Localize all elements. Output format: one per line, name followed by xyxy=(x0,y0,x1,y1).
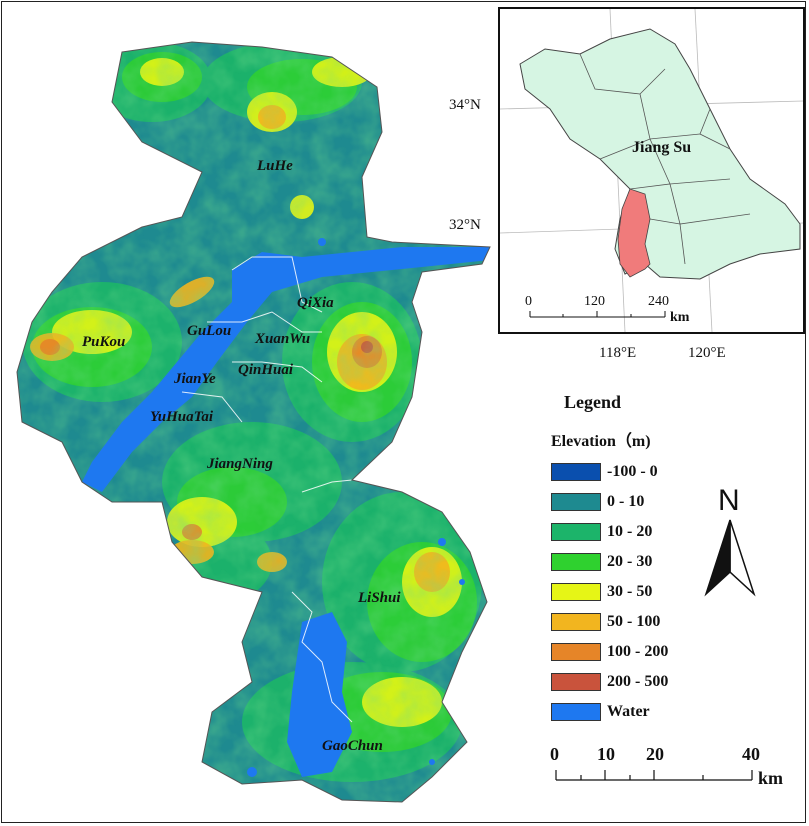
district-label-yuhuatai: YuHuaTai xyxy=(150,409,214,425)
inset-scale-tick-0: 0 xyxy=(525,294,532,309)
legend-swatch xyxy=(551,553,601,571)
legend-label: 10 - 20 xyxy=(607,523,653,540)
lat-label-34: 34°N xyxy=(449,97,481,113)
north-label: N xyxy=(718,484,740,517)
legend: Legend Elevation（m) -100 - 0 0 - 10 10 -… xyxy=(551,392,801,727)
legend-swatch xyxy=(551,613,601,631)
elevation-layers xyxy=(17,42,490,802)
inset-scale-tick-240: 240 xyxy=(648,294,669,309)
legend-item: 100 - 200 xyxy=(551,637,801,667)
province-label: Jiang Su xyxy=(632,139,691,156)
legend-label: 30 - 50 xyxy=(607,583,653,600)
legend-item: 30 - 50 xyxy=(551,577,801,607)
main-scale-bar: 0 10 20 40 km xyxy=(550,744,783,788)
legend-swatch xyxy=(551,643,601,661)
lat-label-32: 32°N xyxy=(449,217,481,233)
legend-item: 20 - 30 xyxy=(551,547,801,577)
district-label-lishui: LiShui xyxy=(357,590,401,606)
district-boundaries xyxy=(181,256,353,723)
district-label-jianye: JianYe xyxy=(173,371,216,387)
legend-label: 100 - 200 xyxy=(607,643,669,660)
legend-label: 0 - 10 xyxy=(607,493,645,510)
lon-label-120: 120°E xyxy=(688,345,726,361)
legend-item: 200 - 500 xyxy=(551,667,801,697)
north-arrow-icon: N xyxy=(704,484,756,597)
legend-swatch xyxy=(551,673,601,691)
legend-item: 50 - 100 xyxy=(551,607,801,637)
district-label-qixia: QiXia xyxy=(297,295,334,311)
legend-swatch xyxy=(551,703,601,721)
legend-subtitle: Elevation（m) xyxy=(551,433,651,450)
legend-item: 10 - 20 xyxy=(551,517,801,547)
scale-tick-0: 0 xyxy=(550,744,559,764)
scale-tick-20: 20 xyxy=(646,744,664,764)
legend-label: -100 - 0 xyxy=(607,463,658,480)
legend-label: 20 - 30 xyxy=(607,553,653,570)
legend-label: Water xyxy=(607,703,650,720)
scale-tick-40: 40 xyxy=(742,744,760,764)
legend-label: 200 - 500 xyxy=(607,673,669,690)
district-label-jiangning: JiangNing xyxy=(206,456,273,472)
scale-tick-10: 10 xyxy=(597,744,615,764)
inset-scale-tick-120: 120 xyxy=(584,294,605,309)
nanjing-elevation-map: LuHe PuKou QiXia GuLou XuanWu JianYe Qin… xyxy=(16,41,491,803)
scale-unit: km xyxy=(758,768,783,788)
legend-item: Water xyxy=(551,697,801,727)
inset-locator-map: Jiang Su 0 120 240 km xyxy=(498,7,805,334)
district-label-qinhuai: QinHuai xyxy=(238,362,294,378)
inset-svg: Jiang Su 0 120 240 km xyxy=(499,8,804,333)
legend-swatch xyxy=(551,493,601,511)
legend-item: -100 - 0 xyxy=(551,457,801,487)
lon-label-118: 118°E xyxy=(599,345,637,361)
legend-item: 0 - 10 xyxy=(551,487,801,517)
district-label-gulou: GuLou xyxy=(187,323,231,339)
inset-scale-unit: km xyxy=(670,310,690,325)
district-label-pukou: PuKou xyxy=(82,334,125,350)
district-label-xuanwu: XuanWu xyxy=(254,331,310,347)
legend-swatch xyxy=(551,463,601,481)
legend-label: 50 - 100 xyxy=(607,613,661,630)
legend-swatch xyxy=(551,583,601,601)
district-label-luhe: LuHe xyxy=(256,158,293,174)
legend-swatch xyxy=(551,523,601,541)
legend-title: Legend xyxy=(564,392,622,412)
district-label-gaochun: GaoChun xyxy=(322,738,383,754)
